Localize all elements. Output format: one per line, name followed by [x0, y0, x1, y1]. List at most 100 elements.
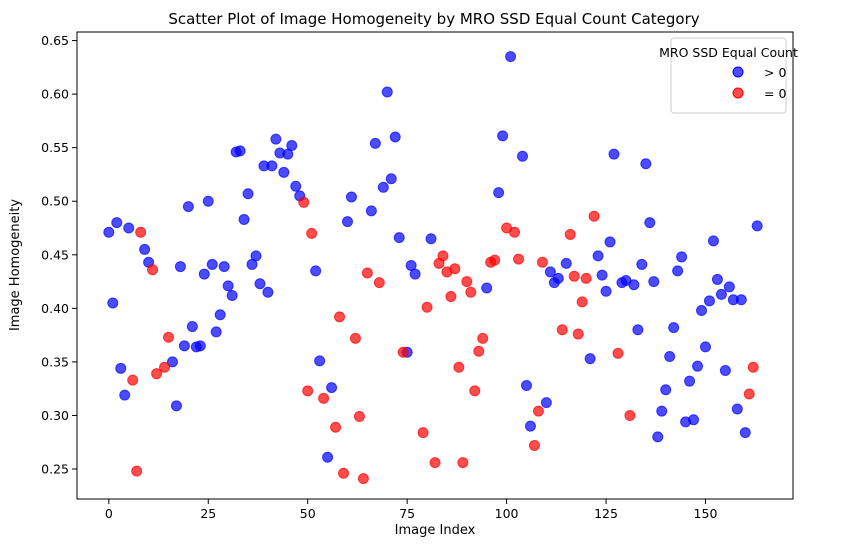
- data-point-eq0: [564, 228, 576, 240]
- data-point-eq0: [461, 276, 473, 288]
- data-point-gt0: [341, 216, 353, 228]
- data-point-eq0: [453, 361, 465, 373]
- data-point-gt0: [226, 289, 238, 301]
- data-point-gt0: [520, 379, 532, 391]
- data-point-eq0: [556, 324, 568, 336]
- data-point-gt0: [174, 261, 186, 273]
- data-point-eq0: [528, 439, 540, 451]
- data-point-gt0: [711, 273, 723, 285]
- y-axis: 0.25 0.30 0.35 0.40 0.45 0.50 0.55 0.60 0.65: [41, 33, 77, 477]
- legend-label-gt0: > 0: [764, 65, 786, 80]
- data-point-eq0: [353, 411, 365, 423]
- data-point-eq0: [361, 267, 373, 279]
- data-point-gt0: [596, 269, 608, 281]
- data-point-gt0: [715, 288, 727, 300]
- data-point-gt0: [326, 382, 338, 394]
- data-points: [103, 51, 763, 485]
- x-tick-label: 100: [495, 506, 519, 521]
- data-point-eq0: [421, 301, 433, 313]
- data-point-gt0: [385, 173, 397, 185]
- data-point-gt0: [222, 280, 234, 292]
- data-point-eq0: [147, 264, 159, 276]
- data-point-gt0: [584, 353, 596, 365]
- data-point-eq0: [349, 332, 361, 344]
- data-point-gt0: [517, 150, 529, 162]
- data-point-eq0: [338, 467, 350, 479]
- data-point-gt0: [604, 236, 616, 248]
- data-point-eq0: [532, 405, 544, 417]
- data-point-eq0: [162, 331, 174, 343]
- data-point-eq0: [469, 385, 481, 397]
- data-point-eq0: [489, 254, 501, 266]
- data-point-gt0: [425, 233, 437, 245]
- data-point-eq0: [298, 196, 310, 208]
- data-point-eq0: [445, 291, 457, 303]
- data-point-eq0: [747, 361, 759, 373]
- x-axis-label: Image Index: [395, 523, 476, 538]
- data-point-eq0: [429, 457, 441, 469]
- data-point-gt0: [640, 158, 652, 170]
- data-point-gt0: [608, 148, 620, 160]
- data-point-gt0: [322, 451, 334, 463]
- data-point-gt0: [202, 195, 214, 207]
- y-tick-label: 0.65: [41, 33, 69, 48]
- data-point-eq0: [536, 256, 548, 268]
- data-point-gt0: [600, 285, 612, 297]
- data-point-eq0: [568, 270, 580, 282]
- data-point-gt0: [262, 286, 274, 298]
- data-point-gt0: [218, 261, 230, 273]
- data-point-gt0: [206, 258, 218, 270]
- data-point-gt0: [660, 384, 672, 396]
- data-point-eq0: [477, 332, 489, 344]
- data-point-gt0: [238, 213, 250, 225]
- data-point-gt0: [345, 191, 357, 203]
- data-point-gt0: [672, 265, 684, 277]
- data-point-eq0: [127, 374, 139, 386]
- data-point-eq0: [334, 311, 346, 323]
- data-point-gt0: [739, 427, 751, 439]
- data-point-gt0: [723, 281, 735, 293]
- data-point-eq0: [330, 421, 342, 433]
- data-point-gt0: [592, 250, 604, 262]
- data-point-gt0: [676, 251, 688, 263]
- data-point-gt0: [636, 258, 648, 270]
- data-point-gt0: [278, 166, 290, 178]
- data-point-gt0: [214, 309, 226, 321]
- legend: MRO SSD Equal Count > 0 = 0: [659, 37, 798, 114]
- x-tick-label: 125: [594, 506, 618, 521]
- data-point-gt0: [703, 295, 715, 307]
- data-point-gt0: [314, 355, 326, 367]
- data-point-gt0: [178, 340, 190, 352]
- legend-box: [670, 37, 787, 114]
- y-tick-label: 0.35: [41, 354, 69, 369]
- data-point-eq0: [624, 409, 636, 421]
- legend-title: MRO SSD Equal Count: [659, 45, 798, 60]
- data-point-gt0: [166, 356, 178, 368]
- y-tick-label: 0.45: [41, 247, 69, 262]
- data-point-gt0: [310, 265, 322, 277]
- data-point-gt0: [381, 86, 393, 98]
- data-point-gt0: [290, 180, 302, 192]
- data-point-gt0: [119, 389, 131, 401]
- data-point-eq0: [576, 296, 588, 308]
- data-point-eq0: [612, 347, 624, 359]
- data-point-gt0: [286, 140, 298, 152]
- data-point-gt0: [505, 51, 517, 63]
- data-point-gt0: [731, 403, 743, 415]
- data-point-gt0: [692, 360, 704, 372]
- data-point-eq0: [473, 345, 485, 357]
- data-point-gt0: [668, 322, 680, 334]
- data-point-gt0: [103, 226, 115, 238]
- data-point-gt0: [656, 405, 668, 417]
- data-point-eq0: [437, 250, 449, 262]
- data-point-gt0: [652, 431, 664, 443]
- data-point-gt0: [648, 276, 660, 288]
- x-tick-label: 25: [200, 506, 216, 521]
- data-point-eq0: [151, 368, 163, 380]
- data-point-gt0: [182, 201, 194, 213]
- data-point-gt0: [210, 326, 222, 338]
- data-point-gt0: [688, 414, 700, 426]
- data-point-gt0: [664, 351, 676, 363]
- data-point-gt0: [250, 250, 262, 262]
- legend-marker-gt0: [732, 66, 744, 78]
